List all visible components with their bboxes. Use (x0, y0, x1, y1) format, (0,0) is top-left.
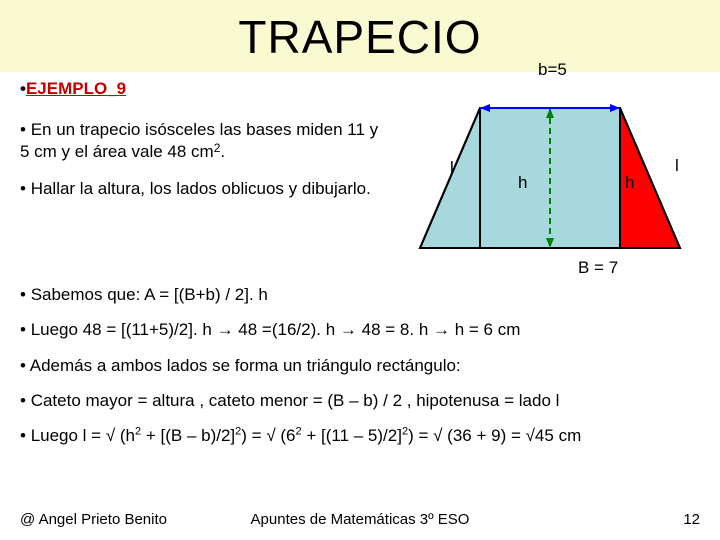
example-label: • EJEMPLO_9 (20, 78, 390, 99)
label-l-left: l (450, 158, 454, 178)
problem-statement-2: • Hallar la altura, los lados oblicuos y… (20, 178, 390, 199)
page-number: 12 (683, 511, 700, 528)
step-catetos: • Cateto mayor = altura , cateto menor =… (20, 390, 700, 411)
step-ademas: • Además a ambos lados se forma un trián… (20, 355, 700, 376)
slide: TRAPECIO • EJEMPLO_9 • En un trapecio is… (0, 0, 720, 540)
left-column: • EJEMPLO_9 • En un trapecio isósceles l… (20, 78, 390, 215)
step-sabemos: • Sabemos que: A = [(B+b) / 2]. h (20, 284, 700, 305)
example-label-text: EJEMPLO_9 (26, 79, 126, 98)
step-luego1: • Luego 48 = [(11+5)/2]. h → 48 =(16/2).… (20, 319, 700, 340)
footer-author: @ Angel Prieto Benito (20, 511, 167, 528)
steps: • Sabemos que: A = [(B+b) / 2]. h • Lueg… (0, 284, 720, 446)
label-h-2: h (625, 173, 634, 193)
label-l-right: l (675, 156, 679, 176)
step-luego2: • Luego l = √ (h2 + [(B – b)/2]2) = √ (6… (20, 425, 700, 446)
title-banner: TRAPECIO (0, 0, 720, 72)
label-b: b=5 (538, 60, 567, 80)
slide-title: TRAPECIO (0, 10, 720, 64)
content-area: • EJEMPLO_9 • En un trapecio isósceles l… (0, 78, 720, 278)
trapezoid-figure: b=5 l l h h B = 7 (400, 78, 700, 278)
problem-statement-1: • En un trapecio isósceles las bases mid… (20, 119, 390, 162)
label-h-1: h (518, 173, 527, 193)
trapezoid-svg (400, 78, 700, 278)
label-big-b: B = 7 (578, 258, 618, 278)
footer: @ Angel Prieto Benito Apuntes de Matemát… (20, 511, 700, 528)
